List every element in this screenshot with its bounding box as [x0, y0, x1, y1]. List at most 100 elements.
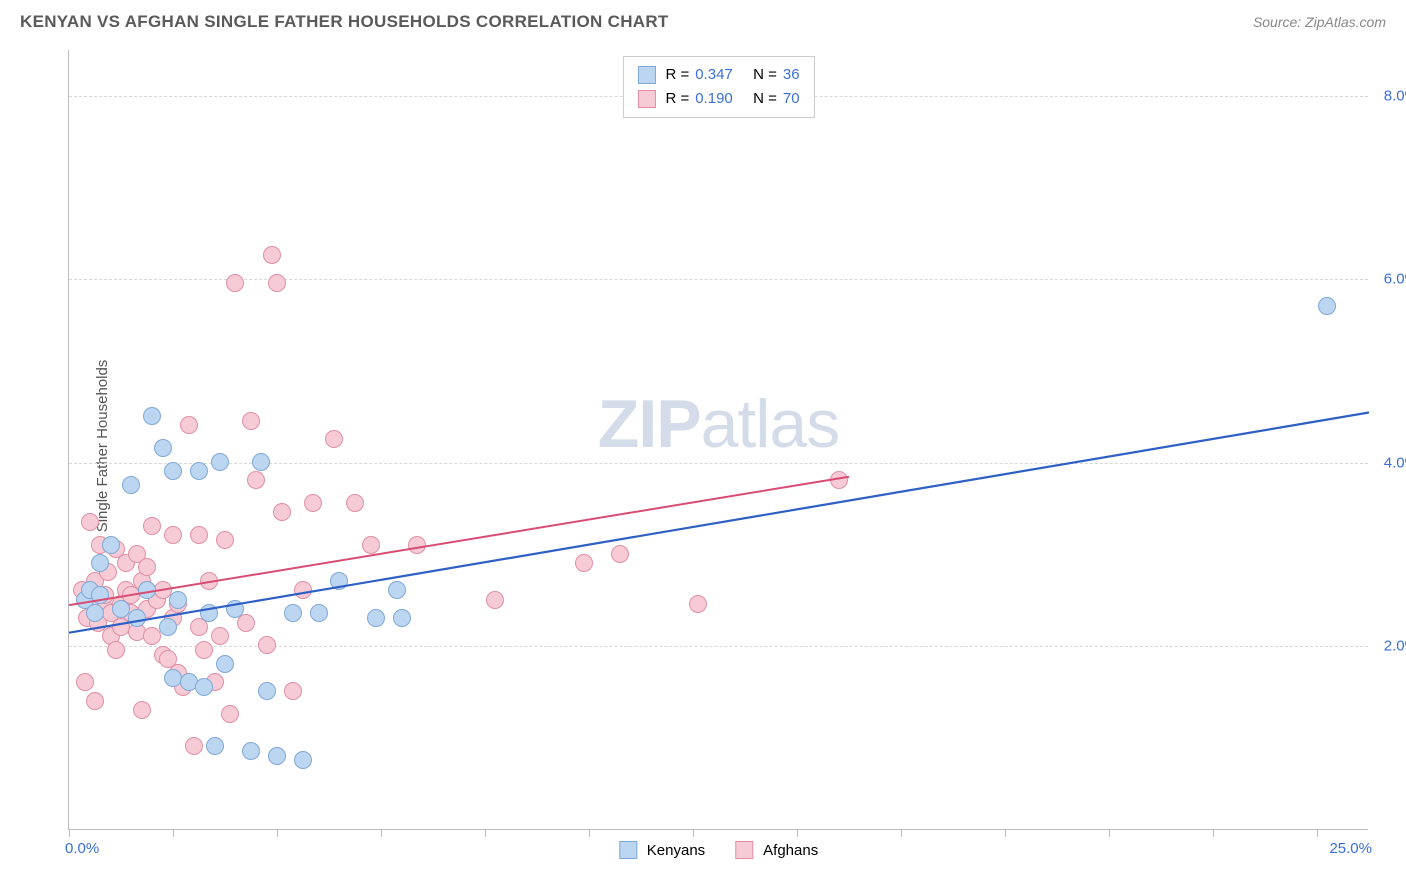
y-tick-label: 6.0% [1384, 271, 1406, 288]
data-point [206, 737, 224, 755]
x-tick [381, 829, 382, 837]
data-point [330, 572, 348, 590]
x-tick [1109, 829, 1110, 837]
data-point [107, 641, 125, 659]
data-point [221, 705, 239, 723]
legend-item-a: Kenyans [619, 841, 705, 859]
x-tick [1317, 829, 1318, 837]
data-point [138, 581, 156, 599]
plot-area: ZIPatlas R = 0.347 N = 36 R = 0.190 N = … [68, 50, 1368, 830]
watermark-light: atlas [701, 386, 840, 462]
data-point [284, 604, 302, 622]
source-label: Source: ZipAtlas.com [1253, 14, 1386, 30]
data-point [200, 572, 218, 590]
x-tick [277, 829, 278, 837]
legend-b-label: Afghans [763, 842, 818, 859]
data-point [575, 554, 593, 572]
chart-title: KENYAN VS AFGHAN SINGLE FATHER HOUSEHOLD… [20, 12, 669, 32]
data-point [258, 682, 276, 700]
data-point [91, 554, 109, 572]
data-point [185, 737, 203, 755]
data-point [325, 430, 343, 448]
data-point [273, 503, 291, 521]
x-tick [1005, 829, 1006, 837]
n-value-b: 70 [783, 87, 800, 111]
data-point [268, 274, 286, 292]
y-tick-label: 4.0% [1384, 454, 1406, 471]
data-point [76, 673, 94, 691]
data-point [200, 604, 218, 622]
data-point [102, 536, 120, 554]
data-point [689, 595, 707, 613]
r-label: R = [665, 87, 689, 111]
data-point [304, 494, 322, 512]
gridline [69, 279, 1368, 280]
data-point [86, 604, 104, 622]
data-point [486, 591, 504, 609]
data-point [242, 412, 260, 430]
swatch-b-icon [735, 841, 753, 859]
data-point [138, 558, 156, 576]
data-point [611, 545, 629, 563]
data-point [143, 407, 161, 425]
data-point [133, 701, 151, 719]
r-value-a: 0.347 [695, 63, 733, 87]
legend-bottom: Kenyans Afghans [619, 841, 818, 859]
data-point [367, 609, 385, 627]
data-point [143, 517, 161, 535]
data-point [294, 751, 312, 769]
data-point [252, 453, 270, 471]
swatch-a [637, 66, 655, 84]
data-point [195, 641, 213, 659]
data-point [81, 513, 99, 531]
legend-stats-row-a: R = 0.347 N = 36 [637, 63, 799, 87]
x-axis-min-label: 0.0% [65, 840, 99, 857]
data-point [263, 246, 281, 264]
data-point [393, 609, 411, 627]
x-tick [901, 829, 902, 837]
x-tick [589, 829, 590, 837]
swatch-a-icon [619, 841, 637, 859]
x-tick [69, 829, 70, 837]
data-point [211, 627, 229, 645]
data-point [159, 618, 177, 636]
x-tick [797, 829, 798, 837]
swatch-b [637, 90, 655, 108]
data-point [91, 586, 109, 604]
data-point [242, 742, 260, 760]
data-point [388, 581, 406, 599]
data-point [258, 636, 276, 654]
data-point [346, 494, 364, 512]
watermark: ZIPatlas [598, 385, 839, 463]
y-tick-label: 2.0% [1384, 638, 1406, 655]
data-point [247, 471, 265, 489]
legend-a-label: Kenyans [647, 842, 705, 859]
watermark-bold: ZIP [598, 386, 701, 462]
legend-stats-box: R = 0.347 N = 36 R = 0.190 N = 70 [622, 56, 814, 118]
legend-item-b: Afghans [735, 841, 818, 859]
data-point [1318, 297, 1336, 315]
data-point [408, 536, 426, 554]
data-point [122, 476, 140, 494]
x-tick [1213, 829, 1214, 837]
n-label: N = [753, 87, 777, 111]
data-point [169, 591, 187, 609]
data-point [154, 439, 172, 457]
chart-container: Single Father Households ZIPatlas R = 0.… [50, 50, 1386, 842]
trend-lines [69, 50, 1369, 830]
data-point [190, 526, 208, 544]
n-value-a: 36 [783, 63, 800, 87]
data-point [294, 581, 312, 599]
data-point [164, 526, 182, 544]
data-point [216, 531, 234, 549]
r-label: R = [665, 63, 689, 87]
data-point [86, 692, 104, 710]
x-axis-max-label: 25.0% [1329, 840, 1372, 857]
y-tick-label: 8.0% [1384, 87, 1406, 104]
data-point [830, 471, 848, 489]
data-point [190, 462, 208, 480]
data-point [180, 416, 198, 434]
r-value-b: 0.190 [695, 87, 733, 111]
data-point [216, 655, 234, 673]
data-point [195, 678, 213, 696]
